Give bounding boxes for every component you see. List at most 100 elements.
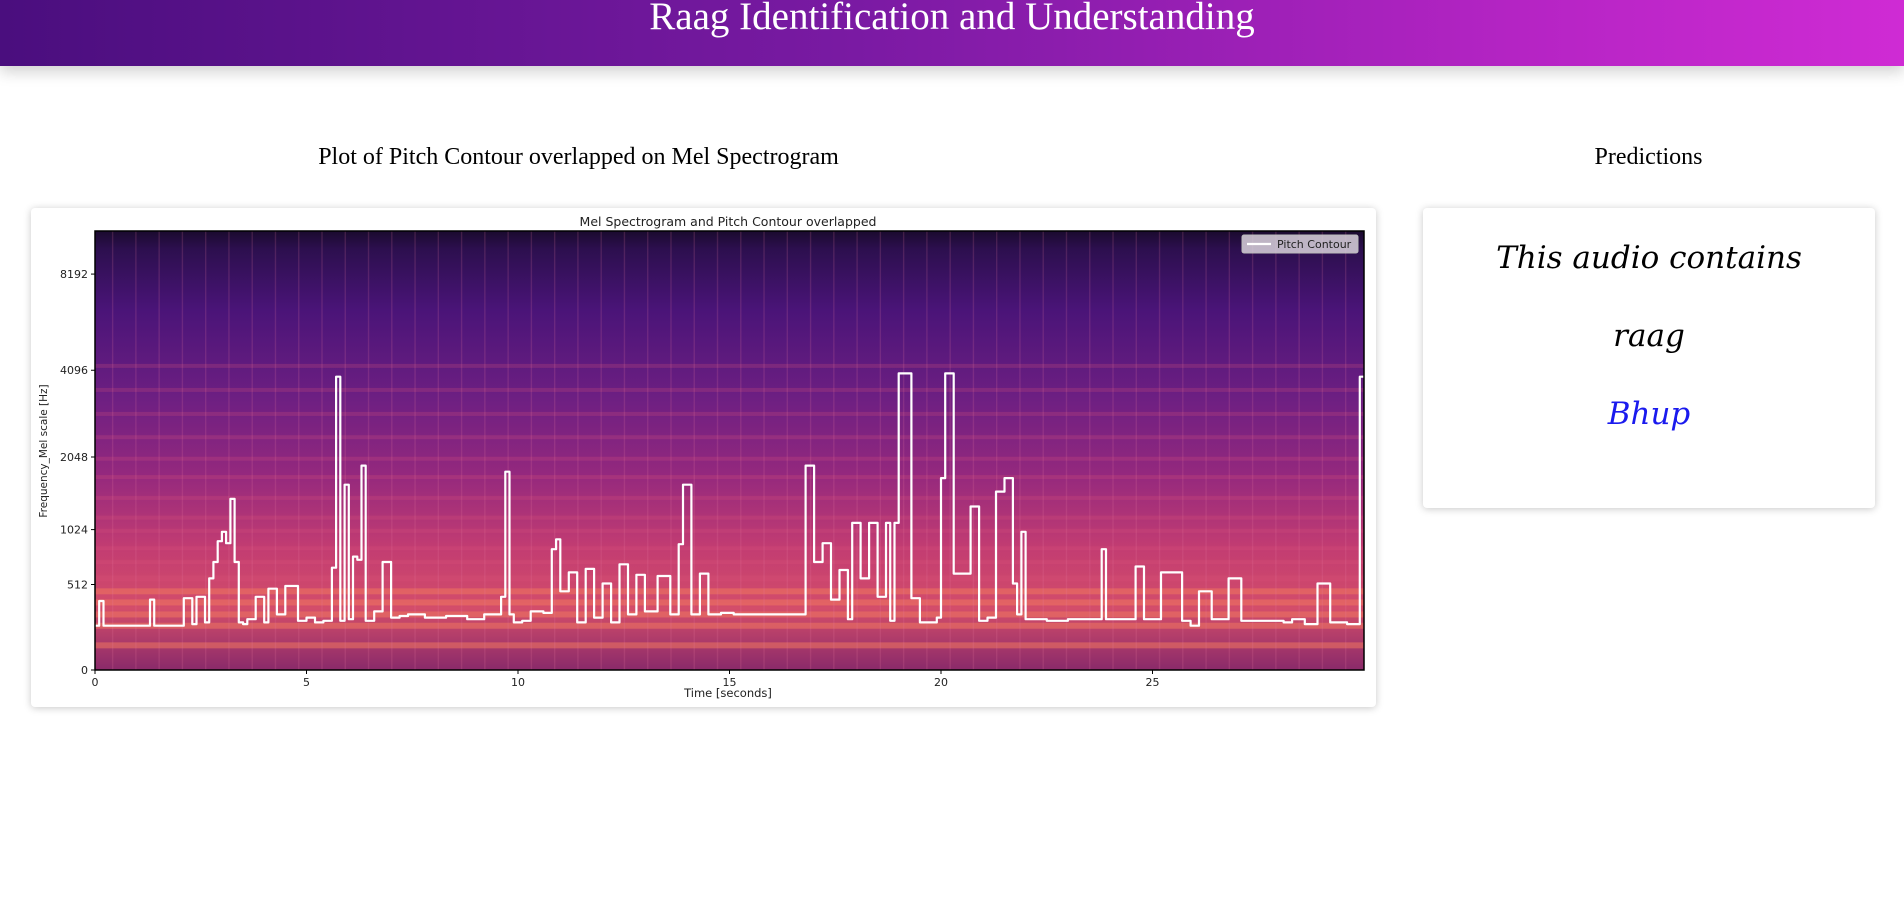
onset-streak <box>879 231 882 670</box>
onset-streak <box>856 231 858 670</box>
onset-streak <box>647 231 649 670</box>
harmonic-band <box>95 435 1364 440</box>
y-tick-label: 1024 <box>60 524 88 537</box>
harmonic-band <box>95 560 1364 565</box>
onset-streak <box>251 231 253 670</box>
onset-streak <box>460 231 463 670</box>
onset-streak <box>577 231 579 670</box>
onset-streak <box>833 231 835 670</box>
harmonic-band <box>95 456 1364 461</box>
onset-streak <box>507 231 509 670</box>
onset-streak <box>367 231 370 670</box>
y-tick-label: 0 <box>81 664 88 677</box>
onset-streak <box>1205 231 1207 670</box>
onset-streak <box>181 231 184 670</box>
onset-streak <box>484 231 486 670</box>
onset-streak <box>553 231 556 670</box>
onset-streak <box>1019 231 1021 670</box>
x-tick-label: 20 <box>934 676 948 689</box>
onset-streak <box>414 231 416 670</box>
onset-streak <box>1112 231 1114 670</box>
onset-streak <box>298 231 300 670</box>
harmonic-band <box>95 475 1364 480</box>
onset-streak <box>344 231 346 670</box>
y-tick-label: 2048 <box>60 451 88 464</box>
onset-streak <box>763 231 765 670</box>
x-tick-label: 25 <box>1146 676 1160 689</box>
onset-streak <box>437 231 440 670</box>
onset-streak <box>786 231 789 670</box>
onset-streak <box>1089 231 1091 670</box>
harmonic-band <box>95 411 1364 416</box>
harmonic-band <box>95 622 1364 629</box>
y-tick-label: 4096 <box>60 364 88 377</box>
x-axis-label: Time [seconds] <box>683 686 772 700</box>
harmonic-bands <box>95 363 1364 649</box>
onset-streak <box>135 231 137 670</box>
spectrogram-chart: Mel Spectrogram and Pitch Contour overla… <box>38 214 1365 700</box>
onset-streak <box>204 231 207 670</box>
onset-streak <box>1135 231 1137 670</box>
onset-streak <box>274 231 277 670</box>
onset-streak <box>949 231 951 670</box>
onset-streak <box>716 231 719 670</box>
onset-streak <box>321 231 323 670</box>
onset-streak <box>600 231 602 670</box>
app-header: Raag Identification and Understanding <box>0 0 1904 66</box>
onset-streak <box>1042 231 1044 670</box>
harmonic-band <box>95 387 1364 392</box>
plot-section-heading: Plot of Pitch Contour overlapped on Mel … <box>318 144 839 170</box>
onset-streak <box>158 231 160 670</box>
onset-streak <box>228 231 230 670</box>
harmonic-band <box>95 599 1364 606</box>
harmonic-band <box>95 515 1364 520</box>
prediction-raag-label: raag <box>1613 318 1685 354</box>
onset-streak <box>1182 231 1184 670</box>
x-tick-label: 10 <box>511 676 525 689</box>
harmonic-band <box>95 575 1364 582</box>
onset-streak <box>1251 231 1254 670</box>
onset-streak <box>995 231 998 670</box>
x-tick-label: 5 <box>303 676 310 689</box>
onset-streak <box>1158 231 1161 670</box>
onset-streak <box>809 231 812 670</box>
onset-streak <box>1298 231 1300 670</box>
onset-streak <box>111 231 114 670</box>
prediction-intro-text: This audio contains <box>1496 240 1802 276</box>
harmonic-band <box>95 528 1364 533</box>
y-tick-label: 8192 <box>60 268 88 281</box>
harmonic-band <box>95 495 1364 500</box>
y-tick-label: 512 <box>67 578 88 591</box>
onset-streak <box>1321 231 1324 670</box>
onset-streak <box>740 231 742 670</box>
harmonic-band <box>95 363 1364 368</box>
onset-streak <box>670 231 672 670</box>
predictions-card: This audio contains raag Bhup <box>1423 208 1875 508</box>
onset-streak <box>391 231 393 670</box>
harmonic-band <box>95 546 1364 551</box>
onset-streak <box>1275 231 1277 670</box>
chart-legend: Pitch Contour <box>1241 234 1359 254</box>
onset-streak <box>1228 231 1231 670</box>
chart-title: Mel Spectrogram and Pitch Contour overla… <box>580 214 877 229</box>
harmonic-band <box>95 588 1364 595</box>
predictions-heading: Predictions <box>1594 144 1703 170</box>
onset-streak <box>926 231 928 670</box>
predicted-raag-name: Bhup <box>1607 396 1691 432</box>
pitch-contour-line <box>95 372 1364 627</box>
onset-streak <box>530 231 533 670</box>
spectrogram-card: Mel Spectrogram and Pitch Contour overla… <box>31 208 1376 707</box>
onset-streak <box>1344 231 1347 670</box>
onset-streak <box>1065 231 1068 670</box>
legend-entry: Pitch Contour <box>1277 238 1352 251</box>
onset-streaks <box>111 231 1347 670</box>
harmonic-band <box>95 611 1364 618</box>
onset-streak <box>902 231 905 670</box>
x-tick-label: 0 <box>92 676 99 689</box>
app-title: Raag Identification and Understanding <box>649 0 1255 38</box>
x-tick-label: 15 <box>723 676 737 689</box>
onset-streak <box>972 231 975 670</box>
y-axis-label: Frequency_Mel scale [Hz] <box>38 384 50 517</box>
onset-streak <box>693 231 695 670</box>
harmonic-band <box>95 642 1364 649</box>
